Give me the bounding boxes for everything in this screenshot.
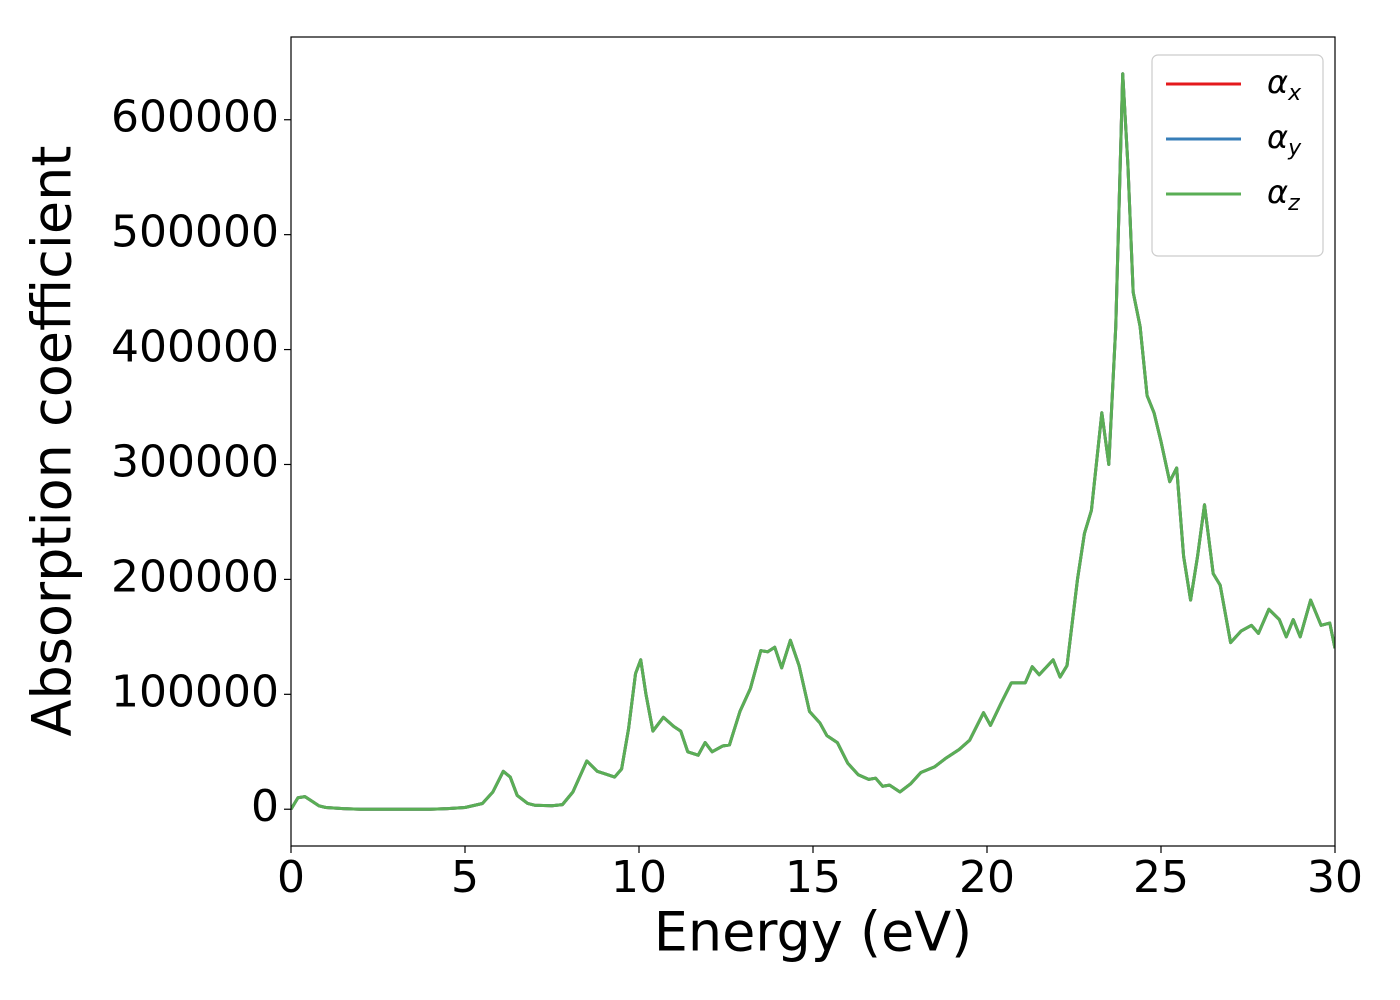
y-tick-label: 300000 bbox=[111, 436, 279, 487]
data-line bbox=[291, 72, 1335, 811]
x-tick-label: 15 bbox=[785, 852, 841, 903]
legend-label: αx bbox=[1267, 63, 1302, 106]
legend-label: αy bbox=[1267, 118, 1302, 161]
y-axis-label: Absorption coefficient bbox=[21, 146, 84, 737]
y-tick-label: 600000 bbox=[111, 92, 279, 143]
x-tick-label: 20 bbox=[959, 852, 1015, 903]
legend-box bbox=[1151, 54, 1324, 257]
y-tick-label: 500000 bbox=[111, 207, 279, 258]
legend-label: αz bbox=[1267, 173, 1300, 216]
y-tick-label: 200000 bbox=[111, 551, 279, 602]
x-tick-label: 0 bbox=[277, 852, 305, 903]
plot-area bbox=[291, 72, 1335, 811]
y-tick-label: 0 bbox=[251, 781, 279, 832]
x-tick-label: 30 bbox=[1307, 852, 1363, 903]
x-tick-label: 5 bbox=[451, 852, 479, 903]
x-tick-label: 25 bbox=[1133, 852, 1189, 903]
x-tick-label: 10 bbox=[611, 852, 667, 903]
x-axis-label: Energy (eV) bbox=[654, 901, 973, 964]
y-tick-label: 400000 bbox=[111, 322, 279, 373]
y-tick-label: 100000 bbox=[111, 666, 279, 717]
